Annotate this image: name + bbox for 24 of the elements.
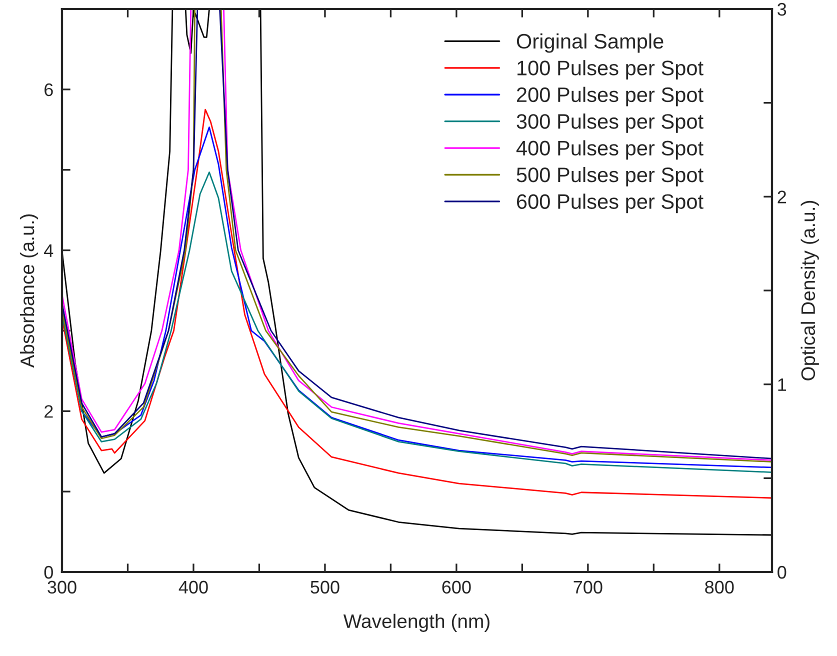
y2-tick-label: 0 (778, 566, 786, 579)
legend-label: 200 Pulses per Spot (516, 86, 704, 106)
x-tick-label: 300 (48, 580, 76, 594)
y-axis-title: Absorbance (a.u.) (20, 214, 38, 368)
x-tick-label: 600 (442, 580, 471, 594)
legend-label: 300 Pulses per Spot (516, 114, 704, 133)
legend-label: 600 Pulses per Spot (516, 194, 704, 214)
x-tick-label: 500 (310, 580, 340, 594)
y2-tick-label: 1 (778, 378, 786, 391)
y-tick-label: 0 (44, 566, 53, 579)
y2-axis-title: Optical Density (a.u.) (800, 200, 819, 380)
y-tick-label: 2 (44, 405, 53, 418)
x-axis-title: Wavelength (nm) (343, 614, 490, 632)
x-tick-label: 400 (178, 580, 208, 594)
legend-label: Original Sample (516, 33, 664, 53)
legend-label: 400 Pulses per Spot (516, 140, 704, 160)
x-tick-label: 700 (574, 580, 602, 594)
y-tick-label: 4 (44, 244, 54, 257)
y2-tick-label: 2 (778, 190, 786, 204)
x-tick-label: 800 (705, 580, 734, 594)
legend-label: 100 Pulses per Spot (518, 60, 704, 80)
y-tick-label: 6 (44, 83, 53, 96)
y2-tick-label: 3 (778, 2, 786, 16)
legend-label: 500 Pulses per Spot (516, 166, 704, 186)
